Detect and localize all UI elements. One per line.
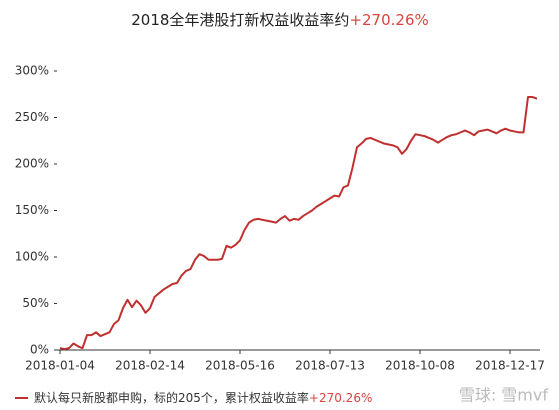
x-tick-label: 2018-05-16 bbox=[205, 359, 275, 373]
y-tick-label: 250% bbox=[15, 110, 49, 124]
legend-highlight: +270.26% bbox=[309, 391, 372, 405]
title-text: 2018全年港股打新权益收益率约 bbox=[131, 11, 349, 29]
y-tick-label: 300% bbox=[15, 64, 49, 78]
legend-label: 默认每只新股都申购，标的205个，累计权益收益率+270.26% bbox=[34, 390, 372, 405]
legend-text: 默认每只新股都申购，标的205个，累计权益收益率 bbox=[34, 390, 309, 405]
x-tick-label: 2018-02-14 bbox=[115, 359, 185, 373]
y-tick-label: 0% bbox=[30, 343, 49, 357]
line-series bbox=[59, 96, 538, 351]
y-tick-label: 200% bbox=[15, 157, 49, 171]
x-tick-label: 2018-12-17 bbox=[475, 359, 545, 373]
chart-title: 2018全年港股打新权益收益率约+270.26% bbox=[131, 11, 429, 29]
x-tick-label: 2018-10-08 bbox=[385, 359, 455, 373]
y-tick-label: 100% bbox=[15, 250, 49, 264]
watermark: 雪球: 雪mvf bbox=[459, 386, 549, 405]
y-tick-label: 150% bbox=[15, 203, 49, 217]
title-highlight: +270.26% bbox=[349, 11, 428, 29]
y-tick-label: 50% bbox=[22, 296, 49, 310]
x-tick-label: 2018-07-13 bbox=[295, 359, 365, 373]
x-tick-label: 2018-01-04 bbox=[25, 359, 95, 373]
